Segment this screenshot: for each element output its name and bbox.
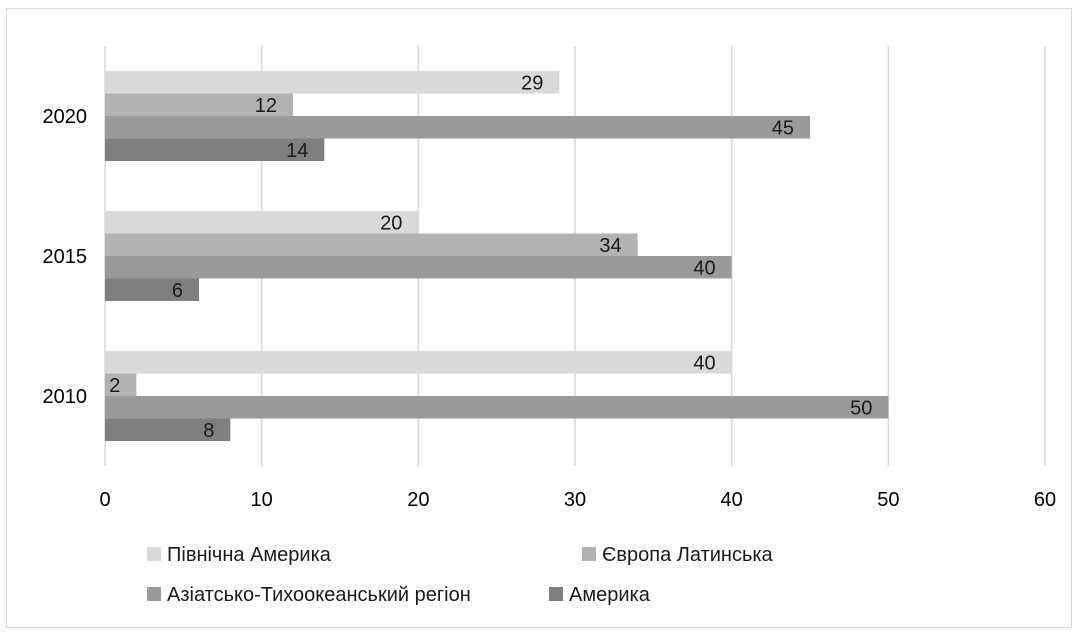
bar bbox=[105, 93, 293, 116]
bar bbox=[105, 71, 560, 94]
legend-item: Північна Америка bbox=[147, 544, 331, 567]
x-tick-label: 50 bbox=[877, 489, 899, 511]
legend-label: Америка bbox=[569, 584, 650, 606]
legend-swatch bbox=[147, 547, 161, 561]
data-label: 6 bbox=[172, 280, 183, 302]
x-tick-label: 60 bbox=[1034, 489, 1056, 511]
legend-swatch bbox=[582, 547, 596, 561]
y-tick-label: 2015 bbox=[43, 246, 88, 268]
legend-item: Америка bbox=[549, 584, 650, 607]
x-tick-label: 30 bbox=[564, 489, 586, 511]
y-tick-label: 2020 bbox=[43, 106, 88, 128]
bar bbox=[105, 278, 199, 301]
bar bbox=[105, 373, 137, 396]
legend-item: Азіатсько-Тихоокеанський регіон bbox=[147, 584, 471, 607]
bar bbox=[105, 418, 231, 441]
data-label: 34 bbox=[599, 235, 621, 257]
data-label: 40 bbox=[693, 352, 715, 374]
data-label: 2 bbox=[109, 375, 120, 397]
chart-frame: 0 10 20 30 40 50 60 2020 29 12 45 14 2015 20 34 40 6 2010… bbox=[6, 8, 1072, 628]
bar bbox=[105, 233, 638, 256]
data-label: 29 bbox=[521, 72, 543, 94]
x-tick-label: 40 bbox=[721, 489, 743, 511]
x-tick-label: 20 bbox=[407, 489, 429, 511]
y-tick-label: 2010 bbox=[43, 386, 88, 408]
bar bbox=[105, 351, 732, 374]
data-label: 14 bbox=[286, 140, 308, 162]
data-label: 40 bbox=[693, 257, 715, 279]
bar-chart: 0 10 20 30 40 50 60 2020 29 12 45 14 2015 20 34 40 6 2010… bbox=[43, 46, 1056, 511]
legend-label: Північна Америка bbox=[167, 544, 331, 566]
bar bbox=[105, 211, 419, 234]
x-tick-label: 0 bbox=[99, 489, 110, 511]
bar bbox=[105, 138, 325, 161]
data-label: 45 bbox=[772, 117, 794, 139]
legend-label: Європа Латинська bbox=[602, 544, 773, 566]
legend-label: Азіатсько-Тихоокеанський регіон bbox=[167, 584, 471, 606]
legend-swatch bbox=[549, 587, 563, 601]
data-label: 20 bbox=[380, 212, 402, 234]
legend-swatch bbox=[147, 587, 161, 601]
bar bbox=[105, 396, 889, 419]
data-label: 50 bbox=[850, 397, 872, 419]
bar bbox=[105, 256, 732, 279]
data-label: 8 bbox=[203, 420, 214, 442]
data-label: 12 bbox=[255, 95, 277, 117]
bar bbox=[105, 116, 810, 139]
x-tick-label: 10 bbox=[251, 489, 273, 511]
legend-item: Європа Латинська bbox=[582, 544, 773, 567]
